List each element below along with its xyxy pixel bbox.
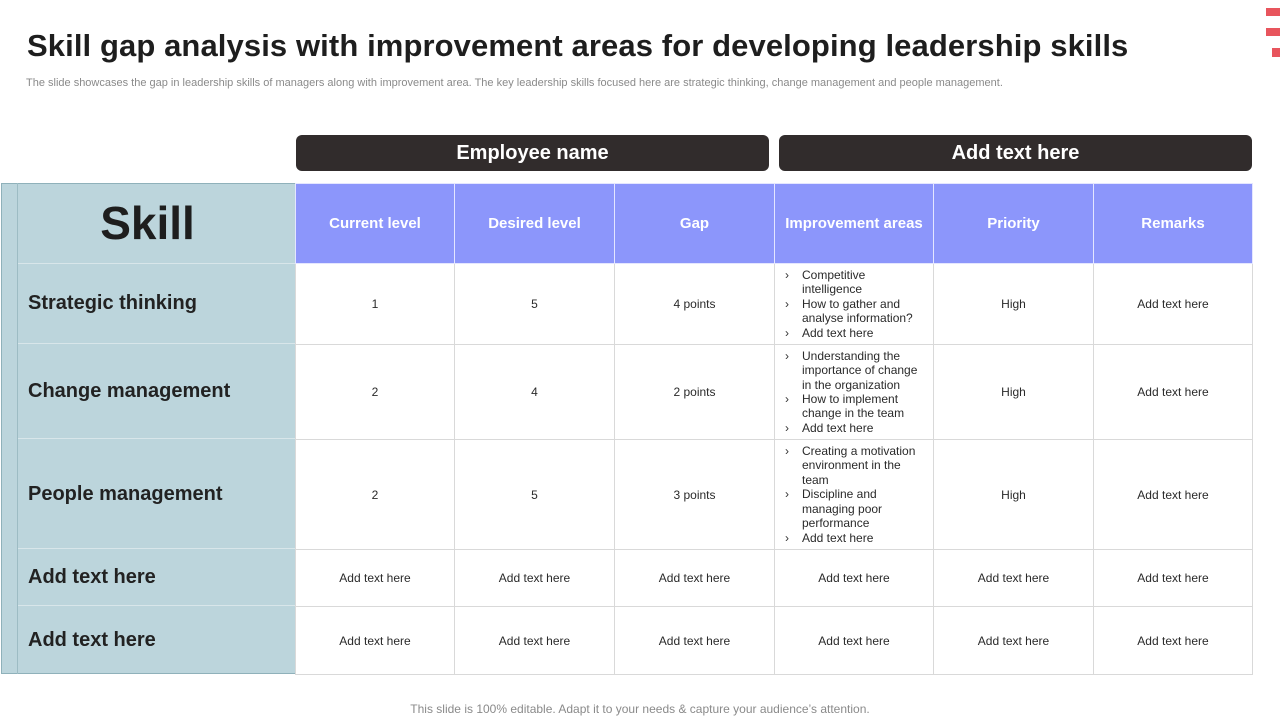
improvement-list: Creating a motivation environment in the… [783, 444, 925, 545]
skill-panel-accent-strip [1, 183, 18, 674]
cell-desired-level: Add text here [454, 549, 615, 607]
improvement-bullet: How to gather and analyse information? [783, 297, 925, 326]
cell-gap: Add text here [614, 606, 775, 675]
skill-label-strategic-thinking: Strategic thinking [28, 292, 197, 314]
cell-improvement-areas: Add text here [774, 606, 934, 675]
cell-priority: High [933, 439, 1094, 550]
cell-desired-level: 4 [454, 344, 615, 440]
table-row: Add text here Add text here Add text her… [295, 606, 1253, 675]
cell-gap: Add text here [614, 549, 775, 607]
cell-desired-level: 5 [454, 263, 615, 345]
improvement-bullet: Discipline and managing poor performance [783, 487, 925, 530]
improvement-list: Understanding the importance of change i… [783, 349, 925, 436]
header-gap: Gap [614, 183, 775, 264]
improvement-list: Competitive intelligence How to gather a… [783, 268, 925, 340]
cell-remarks: Add text here [1093, 549, 1253, 607]
cell-priority: High [933, 263, 1094, 345]
cell-desired-level: Add text here [454, 606, 615, 675]
cell-improvement-areas: Understanding the importance of change i… [774, 344, 934, 440]
corner-decoration-bottom [1272, 48, 1280, 57]
cell-remarks: Add text here [1093, 439, 1253, 550]
header-desired-level: Desired level [454, 183, 615, 264]
header-current-level: Current level [295, 183, 455, 264]
cell-remarks: Add text here [1093, 344, 1253, 440]
cell-remarks: Add text here [1093, 263, 1253, 345]
employee-name-bar: Employee name [296, 135, 769, 171]
cell-gap: 2 points [614, 344, 775, 440]
cell-gap: 4 points [614, 263, 775, 345]
skill-row-divider [18, 605, 295, 606]
cell-improvement-areas: Competitive intelligence How to gather a… [774, 263, 934, 345]
skill-row-divider [18, 263, 295, 264]
improvement-bullet: Add text here [783, 421, 925, 436]
improvement-bullet: Add text here [783, 326, 925, 341]
skill-row-divider [18, 548, 295, 549]
skill-gap-table: Current level Desired level Gap Improvem… [295, 183, 1253, 675]
header-improvement-areas: Improvement areas [774, 183, 934, 264]
header-remarks: Remarks [1093, 183, 1253, 264]
slide-subtitle: The slide showcases the gap in leadershi… [26, 77, 1003, 89]
cell-current-level: 2 [295, 344, 455, 440]
improvement-bullet: How to implement change in the team [783, 392, 925, 421]
skill-heading: Skill [100, 197, 195, 249]
cell-current-level: Add text here [295, 549, 455, 607]
cell-priority: Add text here [933, 549, 1094, 607]
skill-label-row-4: Add text here [28, 566, 156, 588]
skill-label-change-management: Change management [28, 380, 231, 402]
corner-decoration-top [1266, 8, 1280, 16]
table-header-row: Current level Desired level Gap Improvem… [295, 183, 1253, 264]
cell-priority: Add text here [933, 606, 1094, 675]
cell-improvement-areas: Creating a motivation environment in the… [774, 439, 934, 550]
cell-gap: 3 points [614, 439, 775, 550]
employee-add-text-bar: Add text here [779, 135, 1252, 171]
cell-current-level: Add text here [295, 606, 455, 675]
skill-row-divider [18, 343, 295, 344]
improvement-bullet: Competitive intelligence [783, 268, 925, 297]
table-row: 2 5 3 points Creating a motivation envir… [295, 439, 1253, 550]
cell-remarks: Add text here [1093, 606, 1253, 675]
corner-decoration-middle [1266, 28, 1280, 36]
footer-note: This slide is 100% editable. Adapt it to… [410, 702, 870, 716]
skill-row-divider [18, 438, 295, 439]
improvement-bullet: Add text here [783, 531, 925, 546]
cell-desired-level: 5 [454, 439, 615, 550]
skill-label-row-5: Add text here [28, 628, 156, 651]
table-row: Add text here Add text here Add text her… [295, 549, 1253, 607]
cell-priority: High [933, 344, 1094, 440]
cell-current-level: 1 [295, 263, 455, 345]
slide-title: Skill gap analysis with improvement area… [27, 28, 1129, 63]
table-row: 2 4 2 points Understanding the importanc… [295, 344, 1253, 440]
skill-column-panel [1, 183, 296, 674]
improvement-bullet: Creating a motivation environment in the… [783, 444, 925, 487]
table-row: 1 5 4 points Competitive intelligence Ho… [295, 263, 1253, 345]
improvement-bullet: Understanding the importance of change i… [783, 349, 925, 392]
header-priority: Priority [933, 183, 1094, 264]
cell-improvement-areas: Add text here [774, 549, 934, 607]
cell-current-level: 2 [295, 439, 455, 550]
skill-label-people-management: People management [28, 482, 223, 505]
